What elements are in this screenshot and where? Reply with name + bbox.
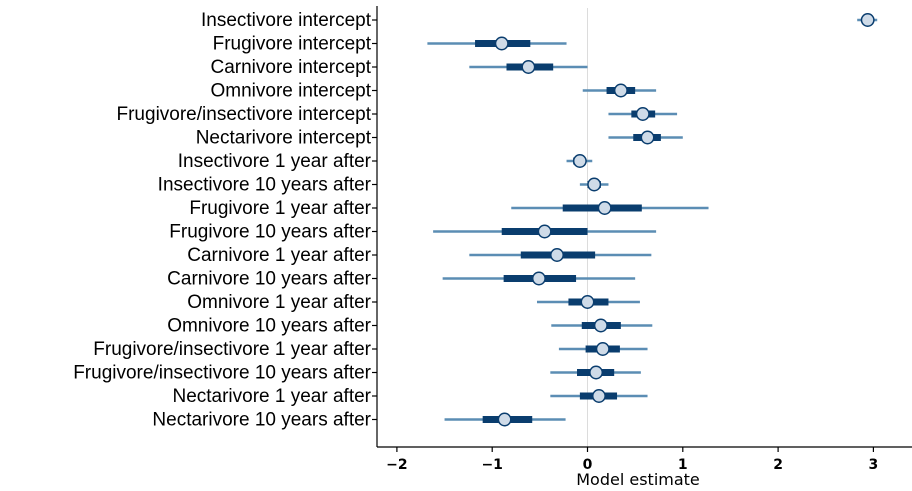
x-axis-title: Model estimate [576,470,700,489]
row-label: Nectarivore intercept [196,128,372,149]
forest-row: Frugivore/insectivore 10 years after [73,363,641,384]
x-tick-label: −2 [386,457,407,473]
point-estimate [640,130,655,145]
forest-row: Omnivore 10 years after [167,316,653,337]
rows-layer: Insectivore intercept Frugivore intercept… [73,8,878,447]
point-estimate [497,412,512,427]
forest-row: Carnivore 1 year after [187,245,652,266]
row-label: Carnivore 1 year after [187,245,371,266]
row-label: Frugivore/insectivore 1 year after [93,339,371,360]
row-label: Frugivore 10 years after [169,222,371,243]
row-label: Omnivore 1 year after [187,292,371,313]
forest-row: Insectivore 10 years after [158,175,609,196]
point-estimate [521,60,536,74]
row-label: Carnivore intercept [210,57,371,78]
forest-row: Carnivore intercept [210,57,588,78]
forest-row: Frugivore intercept [213,34,567,55]
row-label: Frugivore/insectivore 10 years after [73,363,371,384]
row-label: Nectarivore 10 years after [152,410,371,431]
row-label: Omnivore intercept [210,81,371,102]
forest-row: Omnivore intercept [210,81,657,102]
point-estimate [597,201,612,215]
x-tick-label: 0 [583,457,593,473]
point-estimate [494,36,509,51]
point-estimate [572,154,587,168]
forest-row: Frugivore 10 years after [169,222,657,243]
forest-row: Omnivore 1 year after [187,292,640,313]
point-estimate [587,177,602,192]
x-axis: −2 −1 0 1 2 3 [376,6,912,473]
row-label: Omnivore 10 years after [167,316,371,337]
point-estimate [589,365,604,380]
point-estimate [595,342,610,356]
x-tick-label: 1 [678,457,688,473]
row-label: Frugivore/insectivore intercept [117,104,372,125]
forest-row: Nectarivore intercept [196,128,683,149]
point-estimate [860,13,875,27]
row-label: Insectivore 1 year after [178,151,372,172]
row-label: Nectarivore 1 year after [172,386,371,407]
forest-row: Frugivore 1 year after [189,198,709,219]
x-tick-label: −1 [481,457,502,473]
point-estimate [593,318,608,333]
point-estimate [591,389,606,403]
point-estimate [635,107,650,121]
forest-row: Frugivore/insectivore intercept [117,104,678,125]
row-label: Frugivore intercept [213,34,372,55]
point-estimate [613,83,628,98]
row-label: Insectivore intercept [201,10,372,31]
forest-row: Nectarivore 1 year after [172,386,648,407]
point-estimate [537,224,552,239]
forest-row: Insectivore intercept [201,10,878,31]
row-label: Frugivore 1 year after [189,198,371,219]
forest-row: Nectarivore 10 years after [152,410,566,431]
point-estimate [580,295,595,309]
x-tick-label: 2 [773,457,783,473]
row-label: Insectivore 10 years after [158,175,372,196]
forest-row: Frugivore/insectivore 1 year after [93,339,648,360]
forest-row: Carnivore 10 years after [167,269,636,290]
x-tick-label: 3 [869,457,879,473]
point-estimate [531,271,546,286]
point-estimate [550,248,564,262]
row-label: Carnivore 10 years after [167,269,371,290]
forest-row: Insectivore 1 year after [178,151,593,172]
